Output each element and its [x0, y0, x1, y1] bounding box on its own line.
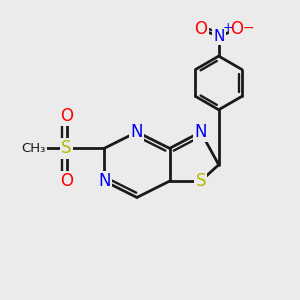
- Text: N: N: [98, 172, 110, 190]
- Text: O: O: [230, 20, 243, 38]
- Text: O: O: [194, 20, 207, 38]
- Text: +: +: [223, 21, 233, 34]
- Text: N: N: [131, 123, 143, 141]
- Text: N: N: [194, 123, 207, 141]
- Text: S: S: [196, 172, 206, 190]
- Text: CH₃: CH₃: [22, 142, 46, 155]
- Text: N: N: [213, 29, 224, 44]
- Text: O: O: [60, 106, 73, 124]
- Text: O: O: [60, 172, 73, 190]
- Text: S: S: [61, 140, 72, 158]
- Text: −: −: [242, 21, 254, 34]
